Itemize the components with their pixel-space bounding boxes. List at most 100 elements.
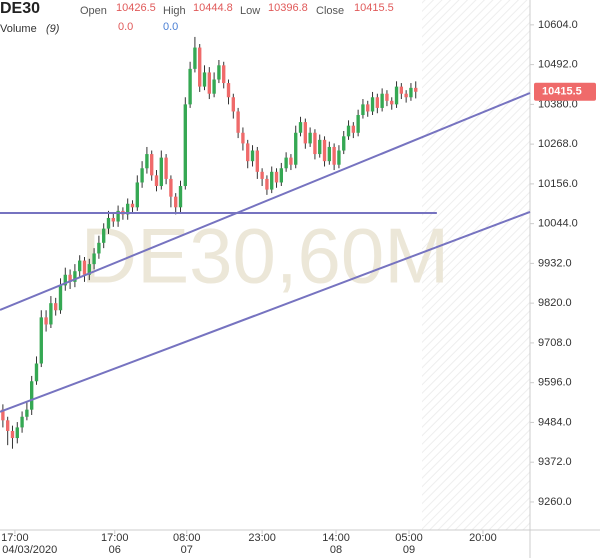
close-label: Close xyxy=(316,5,344,17)
last-price-box xyxy=(534,82,596,101)
y-tick-label: 9596.0 xyxy=(538,377,572,389)
x-tick-label: 08:00 xyxy=(173,532,201,544)
candle-body xyxy=(370,97,375,112)
high-label: High xyxy=(163,5,186,17)
candle-body xyxy=(92,253,96,265)
candle-body xyxy=(308,132,312,144)
candle-body xyxy=(20,416,24,428)
candle-body xyxy=(34,363,39,382)
candle-body xyxy=(183,104,187,187)
candle-body xyxy=(145,154,149,169)
candle-body xyxy=(274,171,279,183)
candle-body xyxy=(78,260,82,272)
candle-body xyxy=(409,87,413,98)
candle-body xyxy=(82,260,87,275)
candle-body xyxy=(212,79,216,94)
candle-body xyxy=(356,115,360,133)
candle-body xyxy=(332,146,336,165)
candle-body xyxy=(44,317,48,325)
candle-body xyxy=(346,125,351,137)
candle-body xyxy=(284,157,288,169)
y-tick-label: 10268.0 xyxy=(538,138,578,150)
candle-body xyxy=(394,86,399,105)
open-label: Open xyxy=(80,5,107,17)
open-value: 10426.5 xyxy=(116,2,156,14)
x-date-label: 07 xyxy=(181,544,193,556)
x-date-label: 08 xyxy=(330,544,342,556)
candle-body xyxy=(1,409,5,421)
watermark: DE30,60M xyxy=(81,212,450,300)
y-tick-label: 10604.0 xyxy=(538,19,578,31)
candle-body xyxy=(399,86,404,94)
x-tick-label: 14:00 xyxy=(322,532,350,544)
x-tick-label: 05:00 xyxy=(395,532,423,544)
candle-body xyxy=(150,154,154,176)
candle-body xyxy=(294,132,298,165)
candle-body xyxy=(318,139,322,155)
volume-period: (9) xyxy=(46,23,60,35)
y-tick-label: 10492.0 xyxy=(538,59,578,71)
candle-body xyxy=(58,285,63,311)
candle-body xyxy=(188,68,192,105)
candle-body xyxy=(255,150,259,172)
x-tick-label: 17:00 xyxy=(101,532,129,544)
x-tick-label: 23:00 xyxy=(248,532,276,544)
x-tick-label: 20:00 xyxy=(469,532,497,544)
candle-body xyxy=(97,242,101,254)
candle-body xyxy=(87,264,91,275)
candle-body xyxy=(169,178,173,197)
candle-body xyxy=(140,168,144,183)
low-value: 10396.8 xyxy=(268,2,308,14)
candle-body xyxy=(193,47,197,69)
last-price-label: 10415.5 xyxy=(542,86,582,98)
candle-body xyxy=(380,93,384,108)
candle-body xyxy=(159,157,163,187)
candle-body xyxy=(404,93,408,98)
candle-body xyxy=(236,111,240,133)
candle-body xyxy=(313,132,317,155)
candle-body xyxy=(135,182,139,208)
candle-body xyxy=(351,125,356,133)
candle-body xyxy=(49,303,53,325)
candle-body xyxy=(207,72,211,94)
candle-body xyxy=(342,136,346,151)
x-date-label: 04/03/2020 xyxy=(2,544,57,556)
candle-body xyxy=(130,203,135,208)
candle-body xyxy=(414,87,418,92)
close-value: 10415.5 xyxy=(354,2,394,14)
candle-body xyxy=(15,427,19,439)
candle-body xyxy=(73,271,77,282)
candle-body xyxy=(270,171,274,190)
y-tick-label: 9372.0 xyxy=(538,456,572,468)
candle-body xyxy=(265,178,269,190)
y-tick-label: 10380.0 xyxy=(538,98,578,110)
low-label: Low xyxy=(240,5,260,17)
candle-body xyxy=(68,274,72,282)
y-tick-label: 9820.0 xyxy=(538,297,572,309)
candle-body xyxy=(231,97,235,112)
y-tick-label: 9260.0 xyxy=(538,496,572,508)
y-tick-label: 10044.0 xyxy=(538,218,578,230)
candle-body xyxy=(174,196,178,208)
trendline xyxy=(0,210,531,413)
candle-body xyxy=(198,47,202,87)
y-tick-label: 9484.0 xyxy=(538,416,572,428)
candle-body xyxy=(279,168,284,183)
volume-label: Volume xyxy=(0,23,37,35)
candle-body xyxy=(126,203,130,215)
candle-body xyxy=(111,217,115,222)
candle-body xyxy=(39,317,43,364)
candle-body xyxy=(260,171,264,179)
candle-body xyxy=(154,175,159,187)
candle-body xyxy=(246,143,250,162)
x-tick-label: 17:00 xyxy=(1,532,29,544)
candle-body xyxy=(217,65,221,80)
candle-body xyxy=(164,157,168,179)
candle-body xyxy=(30,381,34,410)
volume-value: 0.0 xyxy=(163,21,178,33)
candle-body xyxy=(366,104,370,112)
candle-body xyxy=(298,122,303,133)
y-tick-label: 10156.0 xyxy=(538,178,578,190)
x-date-label: 09 xyxy=(403,544,415,556)
